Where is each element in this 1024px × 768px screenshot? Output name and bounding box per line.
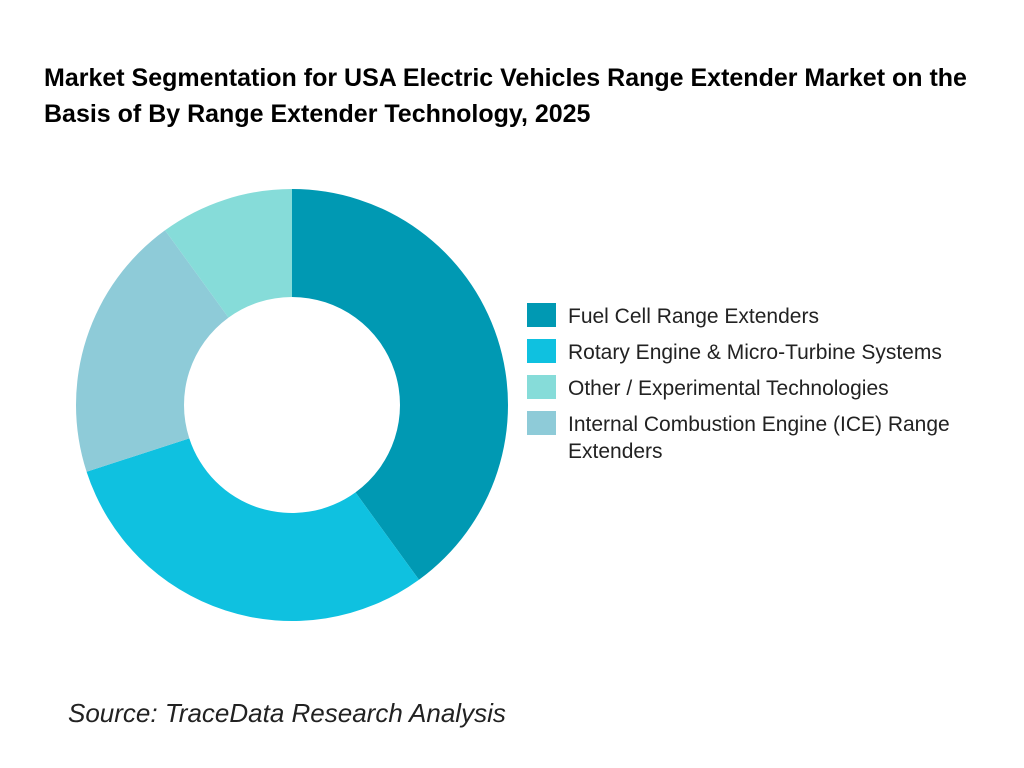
- donut-slice-2: [76, 230, 229, 472]
- source-note: Source: TraceData Research Analysis: [68, 698, 506, 728]
- legend-swatch: [527, 375, 556, 399]
- legend-swatch: [527, 303, 556, 327]
- legend-label: Rotary Engine & Micro-Turbine Systems: [568, 341, 942, 364]
- donut-slice-1: [86, 438, 419, 621]
- legend-item: Internal Combustion Engine (ICE) Range E…: [527, 411, 1024, 465]
- legend-swatch: [527, 339, 556, 363]
- legend-swatch: [527, 411, 556, 435]
- legend-item: Fuel Cell Range Extenders: [527, 303, 1024, 330]
- legend-item: Rotary Engine & Micro-Turbine Systems: [527, 339, 1024, 366]
- donut-slice-3: [165, 189, 292, 318]
- legend: Fuel Cell Range Extenders Rotary Engine &…: [527, 303, 1024, 474]
- donut-slice-0: [292, 189, 508, 580]
- legend-label: Fuel Cell Range Extenders: [568, 305, 819, 328]
- legend-item: Other / Experimental Technologies: [527, 375, 1024, 402]
- chart-title: Market Segmentation for USA Electric Veh…: [44, 64, 967, 128]
- legend-label: Other / Experimental Technologies: [568, 377, 889, 400]
- legend-label: Internal Combustion Engine (ICE) Range E…: [568, 413, 950, 463]
